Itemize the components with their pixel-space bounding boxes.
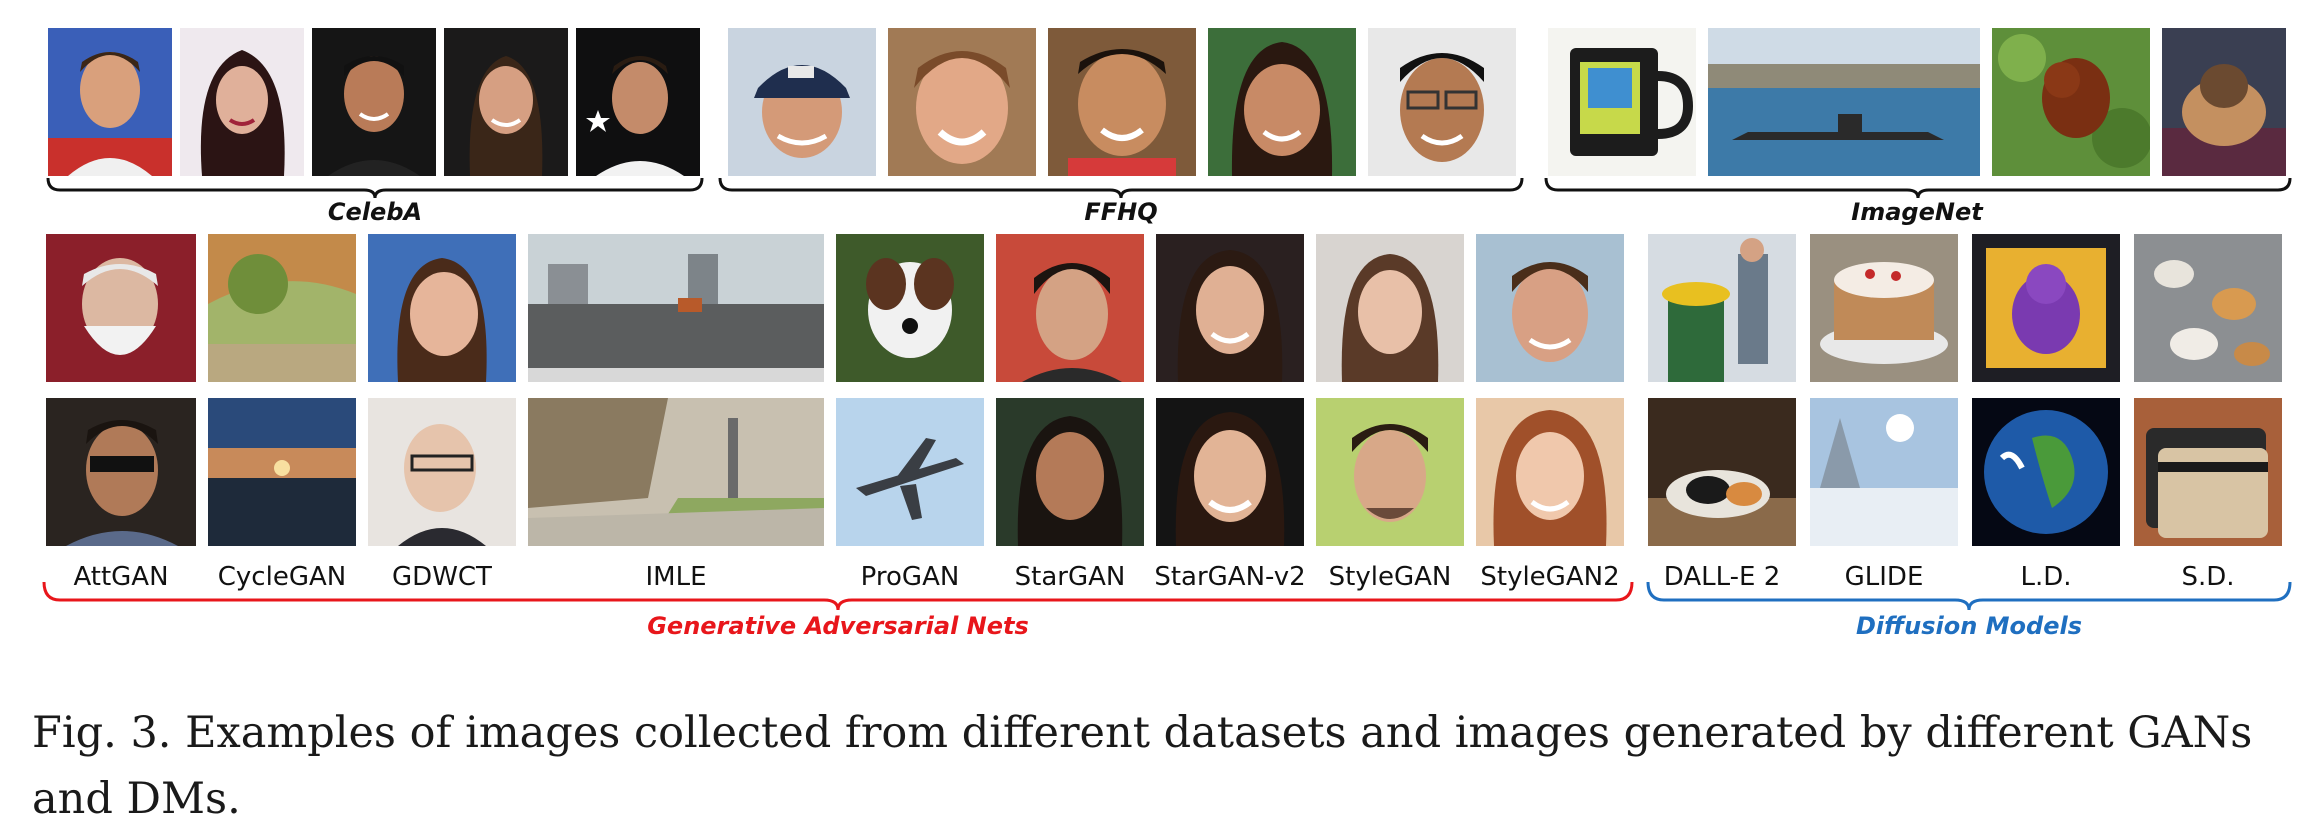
gdwct-image-2 [368, 398, 516, 546]
glide-image-2 [1810, 398, 1958, 546]
model-label-dalle2: DALL-E 2 [1663, 562, 1781, 592]
stargan-v2-image-1 [1156, 234, 1304, 382]
dataset-label-ffhq: FFHQ [1084, 198, 1158, 226]
ld-image-1 [1972, 234, 2120, 382]
model-label-stargan-v2: StarGAN-v2 [1154, 562, 1306, 592]
stylegan-image-2 [1316, 398, 1464, 546]
imagenet-image-4 [2162, 28, 2286, 176]
imle-image-1 [528, 234, 824, 382]
model-label-stargan: StarGAN [1014, 562, 1126, 592]
model-label-stylegan2: StyleGAN2 [1480, 562, 1620, 592]
dm-group-label: Diffusion Models [1856, 612, 2082, 640]
imagenet-image-3 [1992, 28, 2150, 176]
gan-brace [42, 581, 1634, 611]
stylegan2-image-2 [1476, 398, 1624, 546]
ffhq-image-5 [1368, 28, 1516, 176]
attgan-image-2 [46, 398, 196, 546]
dalle2-image-1 [1648, 234, 1796, 382]
celeba-brace [46, 177, 704, 199]
glide-image-1 [1810, 234, 1958, 382]
stylegan-image-1 [1316, 234, 1464, 382]
celeba-image-4 [444, 28, 568, 176]
figure-caption: Fig. 3. Examples of images collected fro… [32, 708, 2253, 824]
model-label-cyclegan: CycleGAN [217, 562, 347, 592]
imagenet-image-1 [1548, 28, 1696, 176]
celeba-image-3 [312, 28, 436, 176]
ffhq-image-1 [728, 28, 876, 176]
stargan-image-1 [996, 234, 1144, 382]
dm-brace [1646, 581, 2292, 611]
ld-image-2 [1972, 398, 2120, 546]
stylegan2-image-1 [1476, 234, 1624, 382]
model-label-stylegan: StyleGAN [1328, 562, 1452, 592]
model-label-progan: ProGAN [860, 562, 960, 592]
progan-image-1 [836, 234, 984, 382]
celeba-image-2 [180, 28, 304, 176]
imle-image-2 [528, 398, 824, 546]
ffhq-image-2 [888, 28, 1036, 176]
gan-group-label: Generative Adversarial Nets [647, 612, 1029, 640]
model-label-attgan: AttGAN [73, 562, 169, 592]
sd-image-1 [2134, 234, 2282, 382]
celeba-image-5 [576, 28, 700, 176]
attgan-image-1 [46, 234, 196, 382]
ffhq-image-3 [1048, 28, 1196, 176]
sd-image-2 [2134, 398, 2282, 546]
dalle2-image-2 [1648, 398, 1796, 546]
model-label-ld: L.D. [2020, 562, 2072, 592]
progan-image-2 [836, 398, 984, 546]
cyclegan-image-1 [208, 234, 356, 382]
cyclegan-image-2 [208, 398, 356, 546]
dataset-label-celeba: CelebA [327, 198, 423, 226]
celeba-image-1 [48, 28, 172, 176]
imagenet-image-2 [1708, 28, 1980, 176]
model-label-gdwct: GDWCT [392, 562, 492, 592]
stargan-image-2 [996, 398, 1144, 546]
dataset-label-imagenet: ImageNet [1851, 198, 1983, 226]
model-label-imle: IMLE [645, 562, 707, 592]
model-label-glide: GLIDE [1844, 562, 1924, 592]
model-label-sd: S.D. [2181, 562, 2235, 592]
gdwct-image-1 [368, 234, 516, 382]
imagenet-brace [1544, 177, 2292, 199]
ffhq-brace [718, 177, 1524, 199]
ffhq-image-4 [1208, 28, 1356, 176]
stargan-v2-image-2 [1156, 398, 1304, 546]
